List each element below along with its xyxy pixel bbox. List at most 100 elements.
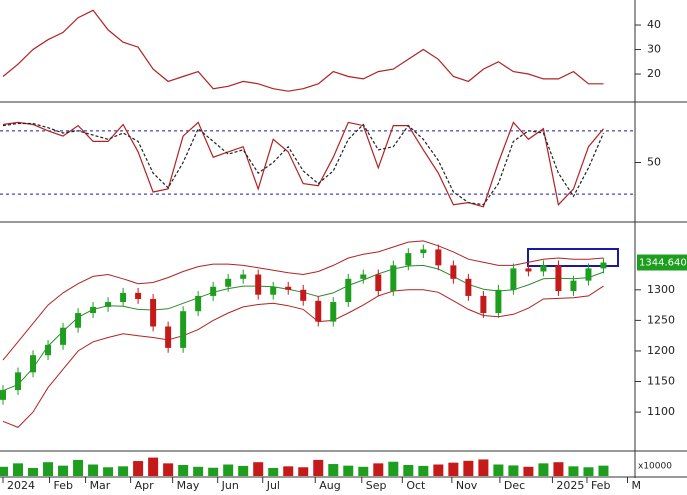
volume-unit: x10000: [638, 462, 672, 472]
volume-bar: [148, 457, 159, 476]
x-tick-label: Mar: [90, 479, 111, 492]
indicator-line: [2, 121, 604, 208]
volume-bar: [88, 464, 99, 476]
candle-body: [450, 265, 457, 279]
x-tick-label: 2025: [556, 479, 584, 492]
x-tick-label: Sep: [366, 479, 387, 492]
volume-bar: [343, 465, 354, 476]
candle-body: [375, 274, 382, 292]
y-tick-label: 20: [647, 67, 661, 80]
candle-body: [90, 306, 97, 314]
candle-body: [165, 326, 172, 348]
volume-bar: [103, 467, 114, 476]
y-tick-label: 1200: [647, 344, 675, 357]
volume-bar: [553, 462, 564, 476]
volume-bar: [583, 467, 594, 476]
volume-bar: [58, 465, 69, 476]
candle-body: [585, 268, 592, 281]
y-tick-label: 1150: [647, 375, 675, 388]
volume-bar: [193, 466, 204, 476]
volume-bar: [493, 464, 504, 476]
x-tick-label: 2024: [7, 479, 35, 492]
last-price-label: 1344.640: [639, 258, 687, 269]
volume-bar: [163, 463, 174, 476]
y-tick-label: 1100: [647, 405, 675, 418]
volume-bar: [178, 464, 189, 476]
volume-bar: [448, 462, 459, 476]
candle-body: [390, 265, 397, 292]
volume-bar: [28, 467, 39, 476]
candle-body: [240, 274, 247, 279]
volume-bar: [358, 466, 369, 476]
volume-bar: [283, 466, 294, 476]
candle-body: [480, 295, 487, 314]
volume-bar: [118, 466, 129, 476]
highlight-box: [527, 248, 619, 267]
volume-bar: [13, 463, 24, 476]
candle-body: [540, 265, 547, 272]
volume-bar: [208, 467, 219, 476]
volume-bar: [373, 463, 384, 476]
candle-body: [315, 300, 322, 322]
indicator-line: [2, 9, 604, 92]
candle-body: [135, 292, 142, 299]
candle-body: [555, 265, 562, 292]
band-line: [2, 285, 604, 428]
candle-body: [15, 372, 22, 391]
y-tick-label: 1250: [647, 313, 675, 326]
candle-body: [300, 289, 307, 301]
volume-bar: [598, 465, 609, 476]
y-tick-label: 40: [647, 18, 661, 31]
volume-bar: [0, 466, 9, 476]
volume-bar: [328, 464, 339, 476]
volume-bar: [238, 465, 249, 476]
y-tick-label: 1300: [647, 283, 675, 296]
candle-body: [105, 302, 112, 307]
x-tick-label: Feb: [591, 479, 610, 492]
volume-bar: [43, 462, 54, 476]
volume-bar: [253, 462, 264, 476]
volume-bar: [298, 467, 309, 476]
y-tick-label: 30: [647, 43, 661, 56]
volume-bar: [418, 465, 429, 476]
candle-body: [120, 292, 127, 303]
volume-bar: [433, 464, 444, 476]
candle-body: [30, 355, 37, 373]
x-tick-label: M: [631, 479, 641, 492]
x-tick-label: Nov: [456, 479, 478, 492]
volume-bar: [223, 464, 234, 476]
candle-body: [0, 390, 7, 400]
volume-bar: [508, 465, 519, 476]
candle-body: [600, 262, 607, 269]
candle-body: [195, 295, 202, 312]
volume-bar: [478, 459, 489, 476]
candle-body: [465, 278, 472, 296]
candle-body: [405, 253, 412, 266]
volume-bar: [313, 459, 324, 476]
volume-bar: [268, 467, 279, 476]
volume-bar: [388, 461, 399, 476]
volume-bar: [523, 466, 534, 476]
indicator-line: [2, 122, 605, 206]
candle-body: [510, 268, 517, 290]
volume-bar: [463, 460, 474, 476]
candle-body: [525, 268, 532, 272]
x-tick-label: Feb: [54, 479, 73, 492]
candle-body: [570, 280, 577, 292]
volume-bar: [73, 459, 84, 476]
candle-body: [150, 298, 157, 327]
band-line: [2, 240, 604, 361]
candle-body: [255, 274, 262, 295]
x-tick-label: Jun: [221, 479, 239, 492]
candle-body: [60, 327, 67, 345]
volume-bar: [568, 466, 579, 476]
candle-body: [180, 311, 187, 348]
candle-body: [45, 344, 52, 356]
candle-body: [75, 313, 82, 328]
volume-bar: [133, 461, 144, 476]
candle-body: [210, 286, 217, 296]
x-tick-label: Aug: [319, 479, 340, 492]
y-tick-label: 50: [647, 156, 661, 169]
candle-body: [360, 274, 367, 279]
